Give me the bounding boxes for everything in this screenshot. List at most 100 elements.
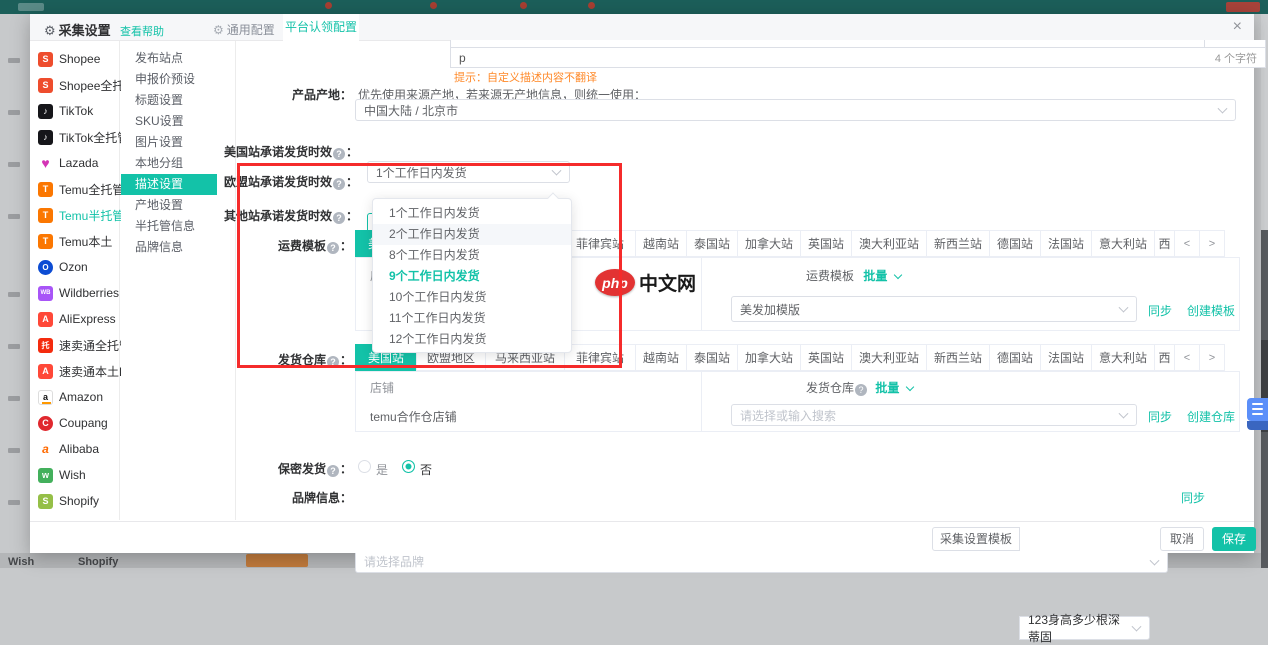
batch-link[interactable]: 批量 — [863, 269, 888, 283]
background-logo — [18, 3, 44, 11]
sidebar-item-aliexpress-pop[interactable]: 速卖通本土POP — [30, 358, 144, 384]
tab-france-site[interactable]: 法国站 — [1040, 230, 1092, 257]
watermark: php 中文网 — [595, 269, 696, 296]
dropdown-option[interactable]: 8个工作日内发货 — [389, 248, 480, 262]
sidebar-item-tiktok[interactable]: TikTok — [30, 98, 119, 124]
chevron-down-icon — [1118, 408, 1129, 419]
sidebar-item-temu-local[interactable]: Temu本土 — [30, 228, 119, 254]
dropdown-option[interactable]: 1个工作日内发货 — [389, 206, 480, 220]
menu-item-origin-settings[interactable]: 产地设置 — [135, 198, 184, 212]
template-combo-label: 采集设置模板 — [932, 527, 1020, 551]
sidebar-item-tiktok-full[interactable]: TikTok全托管 — [30, 124, 129, 150]
tab-platform-claim-config[interactable]: 平台认领配置 — [283, 14, 359, 41]
tab-newzealand-site[interactable]: 新西兰站 — [926, 344, 990, 371]
dropdown-option[interactable]: 12个工作日内发货 — [389, 332, 487, 346]
sync-link[interactable]: 同步 — [1181, 491, 1206, 505]
sidebar-item-temu-full[interactable]: Temu全托管 — [30, 176, 124, 202]
menu-item-image-settings[interactable]: 图片设置 — [135, 135, 184, 149]
tabs-next-arrow[interactable]: > — [1199, 344, 1225, 371]
dropdown-option[interactable]: 11个工作日内发货 — [389, 311, 486, 325]
dropdown-option[interactable]: 10个工作日内发货 — [389, 290, 487, 304]
tab-australia-site[interactable]: 澳大利亚站 — [851, 230, 927, 257]
sidebar-item-wildberries[interactable]: Wildberries — [30, 280, 119, 306]
dropdown-option-selected[interactable]: 9个工作日内发货 — [389, 269, 480, 283]
tab-thailand-site[interactable]: 泰国站 — [686, 230, 738, 257]
sidebar-item-shopee-full[interactable]: Shopee全托管 — [30, 72, 136, 98]
sidebar-item-aliexpress-full[interactable]: 速卖通全托管 — [30, 332, 131, 358]
tab-germany-site[interactable]: 德国站 — [989, 230, 1041, 257]
origin-select[interactable]: 中国大陆 / 北京市 — [355, 99, 1236, 121]
cancel-button[interactable]: 取消 — [1160, 527, 1204, 551]
create-warehouse-link[interactable]: 创建仓库 — [1187, 410, 1236, 424]
sidebar-item-shopify[interactable]: Shopify — [30, 488, 119, 514]
tiktok-icon — [38, 103, 53, 119]
tab-uk-site[interactable]: 英国站 — [800, 344, 852, 371]
tabs-prev-arrow[interactable]: < — [1174, 230, 1200, 257]
tab-germany-site[interactable]: 德国站 — [989, 344, 1041, 371]
sidebar-item-lazada[interactable]: Lazada — [30, 150, 119, 176]
sidebar-item-ozon[interactable]: Ozon — [30, 254, 119, 280]
sidebar-item-alibaba[interactable]: Alibaba — [30, 436, 119, 462]
store-column-header: 店铺 — [370, 381, 395, 395]
warehouse-table-row: temu合作仓店铺 请选择或输入搜索 同步 创建仓库 — [355, 398, 1240, 432]
tab-general-config[interactable]: 通用配置 — [213, 21, 275, 38]
tab-philippines-site[interactable]: 菲律宾站 — [564, 230, 636, 257]
feedback-widget-tail — [1247, 421, 1268, 430]
sidebar-item-shopee[interactable]: Shopee — [30, 46, 119, 72]
tab-canada-site[interactable]: 加拿大站 — [737, 344, 801, 371]
tab-thailand-site[interactable]: 泰国站 — [686, 344, 738, 371]
sidebar-item-aliexpress[interactable]: AliExpress — [30, 306, 119, 332]
tab-vietnam-site[interactable]: 越南站 — [635, 344, 687, 371]
dropdown-option[interactable]: 2个工作日内发货 — [373, 224, 571, 245]
background-label: Wish — [8, 556, 35, 568]
warehouse-select[interactable]: 请选择或输入搜索 — [731, 404, 1137, 426]
tab-australia-site[interactable]: 澳大利亚站 — [851, 344, 927, 371]
tab-philippines-site[interactable]: 菲律宾站 — [564, 344, 636, 371]
menu-item-declared-price[interactable]: 申报价预设 — [135, 72, 196, 86]
radio-yes-label[interactable]: 是 — [376, 463, 389, 477]
menu-item-semi-managed-info[interactable]: 半托管信息 — [135, 219, 196, 233]
tab-canada-site[interactable]: 加拿大站 — [737, 230, 801, 257]
radio-no-label[interactable]: 否 — [420, 463, 433, 477]
us-delivery-select[interactable]: 1个工作日内发货 — [367, 161, 570, 183]
menu-item-title-settings[interactable]: 标题设置 — [135, 93, 184, 107]
tab-partial-site[interactable]: 西 — [1154, 230, 1175, 257]
sidebar-item-coupang[interactable]: Coupang — [30, 410, 119, 436]
brand-select[interactable]: 请选择品牌 — [355, 550, 1168, 573]
sidebar-item-amazon[interactable]: Amazon — [30, 384, 119, 410]
menu-item-description-settings[interactable]: 描述设置 — [121, 174, 217, 195]
amazon-icon — [38, 389, 53, 405]
tab-italy-site[interactable]: 意大利站 — [1091, 344, 1155, 371]
close-icon[interactable]: × — [1232, 18, 1242, 35]
menu-item-brand-info[interactable]: 品牌信息 — [135, 240, 184, 254]
menu-item-local-group[interactable]: 本地分组 — [135, 156, 184, 170]
menu-item-sku-settings[interactable]: SKU设置 — [135, 114, 184, 128]
menu-item-publish-site[interactable]: 发布站点 — [135, 51, 184, 65]
template-select[interactable]: 123身高多少根深蒂固 — [1019, 613, 1150, 644]
platform-sidebar: Shopee Shopee全托管 TikTok TikTok全托管 Lazada… — [30, 41, 144, 520]
page-scrollbar-thumb[interactable] — [1261, 340, 1268, 432]
freight-template-select[interactable]: 美发加模版 — [731, 296, 1137, 322]
php-logo-icon: php — [595, 269, 635, 296]
save-button[interactable]: 保存 — [1212, 527, 1256, 551]
sidebar-item-wish[interactable]: Wish — [30, 462, 119, 488]
sync-link[interactable]: 同步 — [1148, 410, 1173, 424]
feedback-widget[interactable] — [1247, 398, 1268, 421]
tabs-next-arrow[interactable]: > — [1199, 230, 1225, 257]
tab-france-site[interactable]: 法国站 — [1040, 344, 1092, 371]
sync-link[interactable]: 同步 — [1148, 304, 1173, 318]
tab-italy-site[interactable]: 意大利站 — [1091, 230, 1155, 257]
help-link[interactable]: 查看帮助 — [120, 26, 164, 38]
custom-description-textarea[interactable]: p 4 个字符 — [450, 47, 1266, 68]
tab-newzealand-site[interactable]: 新西兰站 — [926, 230, 990, 257]
tabs-prev-arrow[interactable]: < — [1174, 344, 1200, 371]
tab-partial-site[interactable]: 西 — [1154, 344, 1175, 371]
tab-vietnam-site[interactable]: 越南站 — [635, 230, 687, 257]
create-template-link[interactable]: 创建模板 — [1187, 304, 1236, 318]
radio-yes[interactable] — [358, 460, 371, 473]
batch-link[interactable]: 批量 — [875, 381, 900, 395]
freight-template-label: 运费模板： — [220, 237, 352, 254]
tab-uk-site[interactable]: 英国站 — [800, 230, 852, 257]
sidebar-item-temu-semi[interactable]: Temu半托管 — [30, 202, 124, 228]
radio-no[interactable] — [402, 460, 415, 473]
